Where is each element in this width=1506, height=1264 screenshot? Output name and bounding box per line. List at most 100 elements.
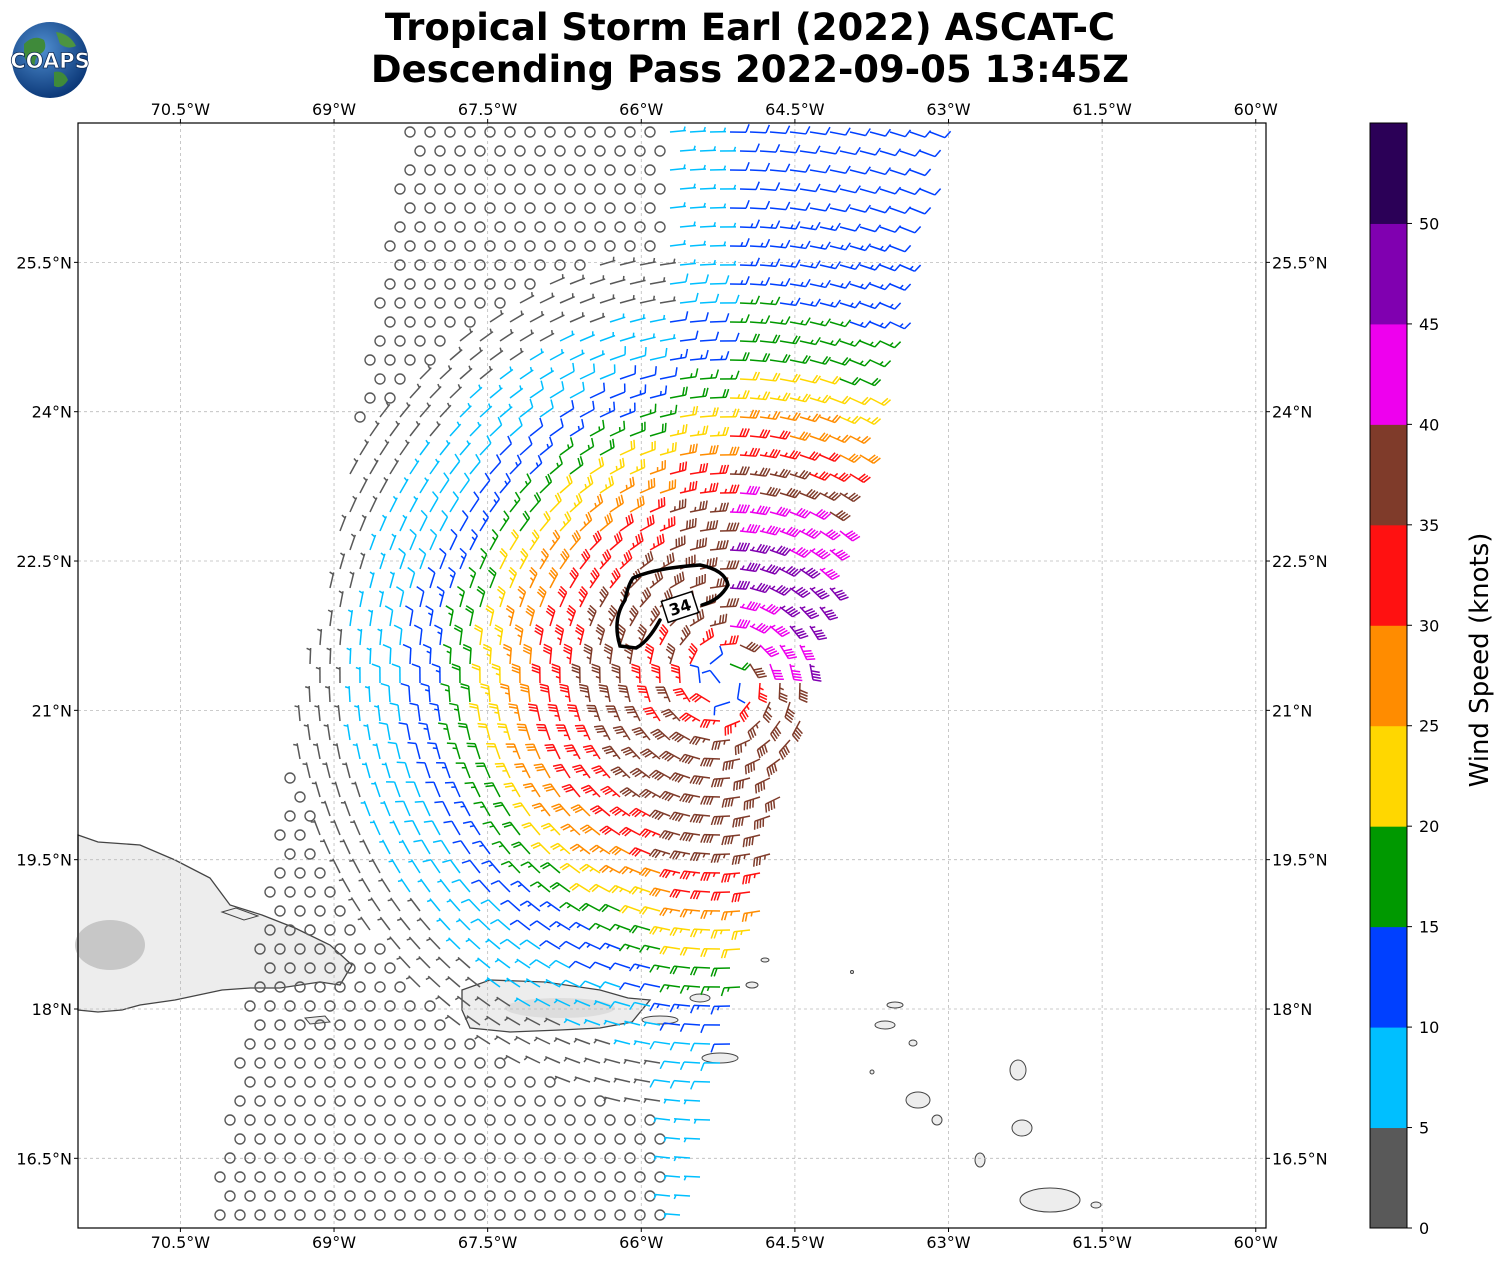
wind-barb (469, 453, 481, 475)
colorbar-label: Wind Speed (knots) (1465, 533, 1495, 788)
calm-wind-circle (364, 1152, 376, 1164)
wind-barb (523, 1055, 541, 1064)
wind-barb (779, 335, 801, 345)
wind-barb (329, 858, 341, 874)
wind-barb (754, 777, 771, 794)
calm-wind-circle (404, 164, 416, 176)
wind-barb (419, 439, 431, 456)
wind-barb (443, 820, 461, 836)
calm-wind-circle (314, 1171, 326, 1183)
calm-wind-circle (504, 164, 516, 176)
wind-barb (638, 906, 661, 915)
wind-barb (569, 349, 585, 361)
wind-barb (563, 643, 573, 665)
calm-wind-circle (454, 145, 466, 157)
lat-tick-label-right: 18°N (1272, 1000, 1312, 1019)
calm-wind-circle (454, 1209, 466, 1221)
calm-wind-circle (254, 1095, 266, 1107)
wind-barb (719, 146, 737, 152)
wind-barb (789, 355, 811, 364)
wind-barb (469, 491, 480, 513)
wind-barb (859, 262, 882, 271)
wind-barb (770, 720, 782, 742)
calm-wind-circle (284, 772, 296, 784)
wind-barb (849, 243, 872, 252)
wind-barb (368, 858, 381, 874)
wind-barb (749, 391, 771, 401)
calm-wind-circle (434, 297, 446, 309)
wind-barb (489, 529, 499, 551)
calm-wind-circle (264, 1038, 276, 1050)
wind-barb (578, 683, 591, 703)
wind-barb (839, 376, 862, 386)
wind-barb (578, 585, 588, 608)
wind-barb (753, 815, 771, 830)
wind-barb (479, 365, 493, 380)
wind-barb (453, 801, 471, 817)
calm-wind-circle (534, 183, 546, 195)
wind-barb (679, 292, 699, 304)
small-island (1090, 1201, 1102, 1209)
calm-wind-circle (224, 1190, 236, 1202)
wind-barb (779, 605, 801, 618)
wind-barb (633, 1078, 651, 1084)
wind-barb (741, 910, 761, 923)
wind-barb (759, 220, 781, 230)
wind-barb (377, 916, 391, 931)
wind-barb (789, 469, 812, 480)
wind-barb (502, 643, 512, 665)
wind-barb (603, 1058, 621, 1064)
calm-wind-circle (324, 1114, 336, 1126)
calm-wind-circle (564, 1114, 576, 1126)
calm-wind-circle (604, 1152, 616, 1164)
wind-barb (679, 985, 701, 994)
wind-barb (639, 257, 656, 266)
wind-barb (417, 878, 431, 893)
wind-barb (899, 225, 922, 234)
wind-barb (389, 571, 396, 589)
calm-wind-circle (334, 981, 346, 993)
wind-barb (899, 264, 922, 272)
wind-barb (769, 545, 792, 557)
wind-barb (699, 757, 721, 767)
wind-barb (819, 299, 842, 308)
wind-barb (598, 684, 611, 703)
wind-barb (599, 294, 616, 304)
wind-barb (608, 845, 631, 856)
wind-barb (613, 1077, 631, 1083)
calm-wind-circle (484, 164, 496, 176)
wind-barb (690, 1004, 711, 1014)
calm-wind-circle (464, 1114, 476, 1126)
wind-barb (710, 891, 731, 901)
calm-wind-circle (444, 126, 456, 138)
wind-barb (542, 643, 553, 665)
wind-barb (349, 533, 356, 551)
wind-barb (529, 566, 538, 589)
calm-wind-circle (304, 886, 316, 898)
wind-barb (683, 1175, 701, 1181)
wind-barb (779, 487, 802, 499)
wind-barb (829, 356, 852, 366)
wind-barb (571, 663, 581, 684)
colorbar-bin (1370, 926, 1407, 1028)
wind-barb (605, 705, 621, 722)
calm-wind-circle (414, 145, 426, 157)
wind-barb (759, 525, 781, 536)
wind-barb (672, 687, 691, 703)
wind-barb (629, 346, 647, 361)
wind-barb (699, 369, 720, 380)
wind-barb (480, 683, 491, 703)
wind-barb (539, 548, 549, 570)
calm-wind-circle (424, 1000, 436, 1012)
wind-barb (699, 627, 715, 646)
calm-wind-circle (274, 1095, 286, 1107)
wind-barb (819, 452, 842, 463)
lon-tick-label-bottom: 64.5°W (765, 1233, 825, 1252)
wind-barb (799, 374, 822, 384)
wind-barb (588, 922, 611, 931)
wind-barb (889, 321, 912, 330)
calm-wind-circle (464, 1152, 476, 1164)
wind-barb (425, 975, 441, 988)
calm-wind-circle (464, 240, 476, 252)
wind-barb (609, 346, 627, 361)
